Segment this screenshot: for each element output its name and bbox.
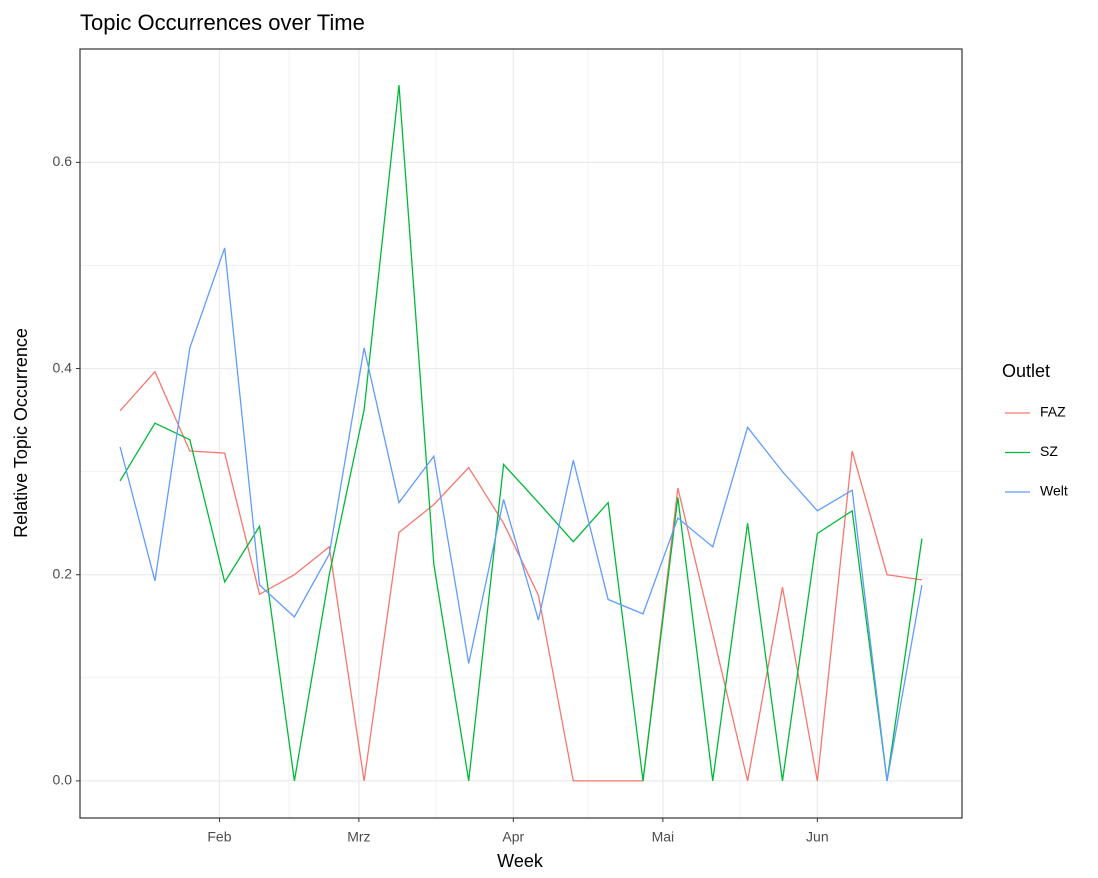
line-series: [119, 85, 923, 781]
legend-label: Welt: [1040, 483, 1068, 499]
y-tick-label: 0.6: [53, 153, 73, 169]
y-tick-label: 0.2: [53, 565, 73, 581]
x-tick-label: Apr: [502, 829, 524, 845]
panel-border: [79, 48, 963, 819]
x-tick-label: Mai: [652, 829, 675, 845]
x-axis-label: Week: [497, 851, 544, 871]
line-series: [119, 247, 923, 782]
x-tick-label: Feb: [207, 829, 231, 845]
chart-title: Topic Occurrences over Time: [80, 10, 365, 35]
y-tick-label: 0.0: [53, 772, 73, 788]
legend-label: SZ: [1040, 443, 1058, 459]
legend-title: Outlet: [1002, 361, 1050, 381]
line-series: [119, 370, 923, 782]
y-tick-label: 0.4: [53, 359, 73, 375]
legend-label: FAZ: [1040, 404, 1066, 420]
x-tick-label: Mrz: [347, 829, 370, 845]
y-axis-label: Relative Topic Occurrence: [11, 328, 31, 538]
x-tick-label: Jun: [806, 829, 829, 845]
